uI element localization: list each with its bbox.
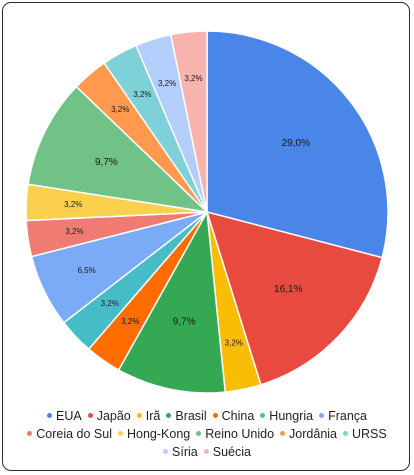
legend-swatch: [196, 431, 202, 437]
legend-label: EUA: [56, 409, 82, 423]
slice-data-label: 9,7%: [173, 317, 196, 328]
legend-item: Jordânia: [280, 425, 337, 443]
slice-data-label: 3,2%: [64, 200, 82, 209]
legend-label: Síria: [172, 445, 198, 459]
legend-item: Coreia do Sul: [27, 425, 112, 443]
legend-item: China: [212, 407, 255, 425]
legend-item: Irã: [136, 407, 161, 425]
slice-data-label: 29,0%: [282, 138, 310, 149]
legend-item: EUA: [47, 407, 82, 425]
legend-item: Japão: [87, 407, 131, 425]
legend-item: Hungria: [260, 407, 313, 425]
legend-swatch: [47, 413, 52, 419]
legend-swatch: [203, 449, 209, 455]
legend-swatch: [212, 413, 218, 419]
legend-item: Hong-Kong: [118, 425, 190, 443]
legend-item: Síria: [163, 443, 198, 461]
legend-label: Brasil: [175, 409, 207, 423]
slice-data-label: 3,2%: [184, 74, 202, 83]
slice-data-label: 3,2%: [225, 338, 243, 347]
slice-data-label: 3,2%: [121, 317, 139, 326]
legend-label: Hungria: [269, 409, 314, 423]
slice-data-label: 6,5%: [77, 266, 95, 275]
legend-item: URSS: [343, 425, 387, 443]
legend-swatch: [343, 431, 348, 437]
legend-label: Coreia do Sul: [36, 427, 112, 441]
legend-item: Reino Unido: [196, 425, 274, 443]
legend-item: Brasil: [166, 407, 207, 425]
slice-data-label: 3,2%: [133, 90, 151, 99]
pie-slice-reino-unido: [27, 85, 210, 214]
slice-data-label: 16,1%: [274, 284, 302, 295]
legend-label: Irã: [145, 409, 161, 423]
pie-slice-brasil: [117, 209, 227, 394]
pie-slice-eua: [206, 30, 389, 259]
legend-label: França: [328, 409, 367, 423]
legend-swatch: [118, 431, 123, 437]
legend-label: Hong-Kong: [127, 427, 191, 441]
legend-label: Japão: [96, 409, 131, 423]
legend-swatch: [27, 431, 33, 437]
legend-swatch: [87, 413, 93, 419]
legend: EUA Japão Irã Brasil China Hungria França Corei…: [10, 407, 404, 461]
slice-data-label: 3,2%: [111, 105, 129, 114]
legend-swatch: [319, 413, 325, 419]
legend-label: URSS: [352, 427, 387, 441]
slice-data-label: 3,2%: [65, 227, 83, 236]
legend-label: China: [221, 409, 255, 423]
legend-swatch: [136, 413, 142, 419]
slice-data-label: 3,2%: [158, 79, 176, 88]
pie-slice-jap-o: [205, 210, 384, 386]
pie-slice-su-cia: [169, 30, 208, 213]
legend-label: Suécia: [212, 445, 251, 459]
slice-data-label: 3,2%: [101, 299, 119, 308]
legend-label: Reino Unido: [205, 427, 275, 441]
legend-item: Suécia: [203, 443, 251, 461]
legend-item: França: [319, 407, 367, 425]
legend-swatch: [280, 431, 286, 437]
legend-swatch: [166, 413, 172, 419]
legend-label: Jordânia: [289, 427, 337, 441]
legend-swatch: [163, 449, 169, 455]
slice-data-label: 9,7%: [95, 157, 118, 168]
legend-swatch: [260, 413, 266, 419]
